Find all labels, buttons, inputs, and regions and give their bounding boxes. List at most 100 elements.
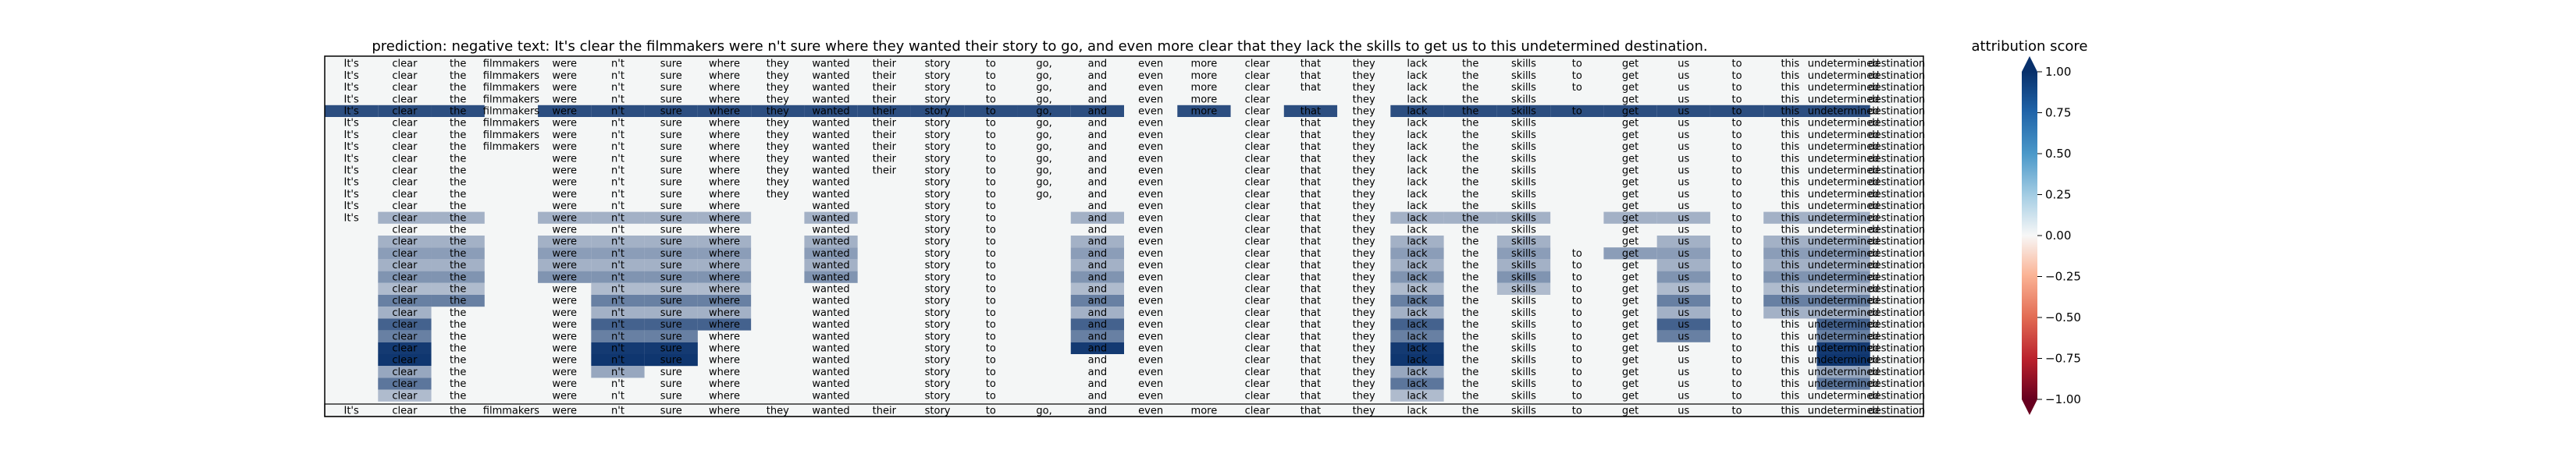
token-label: they <box>1353 367 1375 378</box>
token-label: clear <box>392 70 418 82</box>
token-label: the <box>1462 355 1478 367</box>
token-label: and <box>1088 343 1107 355</box>
token-label: n't <box>611 307 624 319</box>
token-label: undetermined <box>1808 200 1880 212</box>
token-label: the <box>450 177 466 189</box>
token-label: where <box>709 296 740 307</box>
heatmap-cell <box>644 282 698 295</box>
token-label: get <box>1622 236 1638 248</box>
token-label: lack <box>1407 331 1428 342</box>
token-label: they <box>1353 177 1375 189</box>
token-label: It's <box>343 153 359 165</box>
token-label: clear <box>392 200 418 212</box>
token-label: get <box>1622 248 1638 260</box>
token-label: It's <box>343 200 359 212</box>
heatmap-cell <box>378 282 432 295</box>
token-label: lack <box>1407 355 1428 367</box>
token-label: that <box>1300 343 1321 355</box>
token-label: to <box>986 319 996 331</box>
token-label: to <box>986 367 996 378</box>
token-label: clear <box>392 378 418 390</box>
token-label: It's <box>343 118 359 129</box>
token-label: sure <box>660 296 682 307</box>
token-label: that <box>1300 200 1321 212</box>
token-label: destination <box>1868 343 1925 355</box>
token-label: to <box>986 248 996 260</box>
token-label: lack <box>1407 307 1428 319</box>
heatmap-cell <box>1816 354 1870 367</box>
token-label: this <box>1781 367 1799 378</box>
token-label: clear <box>1245 296 1271 307</box>
heatmap-cell <box>1656 295 1710 307</box>
token-label: clear <box>1245 106 1271 118</box>
token-label: undetermined <box>1808 94 1880 105</box>
heatmap-cell <box>644 259 698 271</box>
token-label: us <box>1678 94 1689 105</box>
token-label: the <box>450 82 466 94</box>
heatmap-cell <box>431 282 485 295</box>
token-label: sure <box>660 225 682 236</box>
token-label: even <box>1138 141 1163 153</box>
token-label: even <box>1138 58 1163 70</box>
token-label: the <box>450 343 466 355</box>
token-label: get <box>1622 212 1638 224</box>
token-label: us <box>1678 118 1689 129</box>
token-label: were <box>552 212 577 224</box>
heatmap-cell <box>378 236 432 248</box>
token-label: us <box>1678 378 1689 390</box>
heatmap-cell <box>1816 342 1870 354</box>
heatmap-cell <box>1816 259 1870 271</box>
token-label: to <box>986 94 996 105</box>
token-label: that <box>1300 319 1321 331</box>
token-label: destination <box>1868 153 1925 165</box>
token-label: to <box>1732 319 1742 331</box>
token-label: skills <box>1511 284 1536 296</box>
token-label: and <box>1088 177 1107 189</box>
token-label: undetermined <box>1808 212 1880 224</box>
token-label: even <box>1138 106 1163 118</box>
token-label: the <box>450 284 466 296</box>
heatmap-cell <box>1390 354 1444 367</box>
heatmap-cell <box>538 247 592 260</box>
heatmap-cell <box>1656 105 1710 117</box>
token-label: get <box>1622 141 1638 153</box>
heatmap-cell <box>1070 236 1124 248</box>
token-label: the <box>450 390 466 402</box>
token-label: to <box>1572 307 1582 319</box>
heatmap-cell <box>1390 211 1444 224</box>
reference-token-label: lack <box>1407 406 1428 417</box>
token-label: us <box>1678 319 1689 331</box>
heatmap-cell <box>378 271 432 283</box>
heatmap-cell <box>1390 105 1444 117</box>
token-label: and <box>1088 70 1107 82</box>
token-label: n't <box>611 153 624 165</box>
token-label: go, <box>1036 82 1051 94</box>
heatmap-cell <box>1390 330 1444 342</box>
heatmap-cell <box>1070 271 1124 283</box>
colorbar-label: attribution score <box>1972 38 2088 55</box>
token-label: skills <box>1511 200 1536 212</box>
token-label: lack <box>1407 165 1428 177</box>
token-label: clear <box>1245 177 1271 189</box>
token-label: to <box>986 141 996 153</box>
reference-token-label: were <box>552 406 577 417</box>
token-label: story <box>925 177 951 189</box>
heatmap-cell <box>697 236 752 248</box>
token-label: to <box>1732 390 1742 402</box>
token-label: the <box>450 58 466 70</box>
token-label: this <box>1781 236 1799 248</box>
token-label: they <box>1353 343 1375 355</box>
heatmap-cell <box>1816 307 1870 319</box>
token-label: sure <box>660 260 682 271</box>
token-label: wanted <box>812 106 849 118</box>
token-label: us <box>1678 200 1689 212</box>
token-label: lack <box>1407 284 1428 296</box>
token-label: were <box>552 343 577 355</box>
token-label: lack <box>1407 225 1428 236</box>
heatmap-cell <box>378 307 432 319</box>
heatmap-cell <box>378 354 432 367</box>
reference-token-label: they <box>1353 406 1375 417</box>
token-label: to <box>1572 331 1582 342</box>
token-label: this <box>1781 307 1799 319</box>
token-label: more <box>1191 82 1218 94</box>
